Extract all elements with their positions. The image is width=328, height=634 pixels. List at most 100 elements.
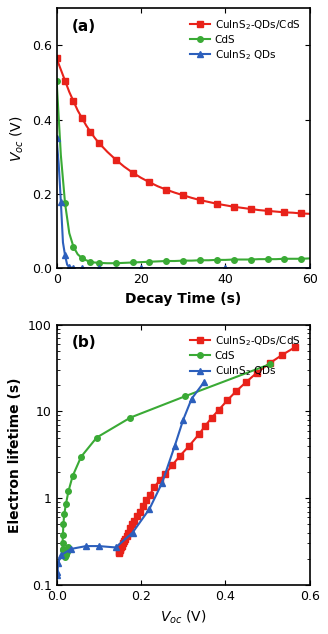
CdS <box>62 550 66 557</box>
CdS <box>84 257 88 264</box>
CuInS$_2$-QDs/CdS <box>148 178 152 186</box>
CuInS$_2$-QDs/CdS <box>210 414 214 422</box>
CuInS$_2$-QDs/CdS <box>308 210 312 217</box>
CuInS$_2$-QDs/CdS <box>128 524 132 532</box>
CuInS$_2$-QDs/CdS <box>187 442 191 450</box>
CuInS$_2$-QDs/CdS <box>280 351 284 359</box>
CuInS$_2$ QDs <box>266 264 270 272</box>
Line: CdS: CdS <box>54 78 313 266</box>
CdS <box>268 361 272 368</box>
CuInS$_2$-QDs/CdS <box>144 496 148 504</box>
CdS <box>223 256 227 264</box>
CuInS$_2$-QDs/CdS <box>198 197 202 204</box>
CdS <box>131 259 134 266</box>
CdS <box>80 254 84 262</box>
CdS <box>71 472 75 480</box>
CuInS$_2$-QDs/CdS <box>80 114 84 122</box>
Line: CuInS$_2$-QDs/CdS: CuInS$_2$-QDs/CdS <box>54 56 313 217</box>
CuInS$_2$-QDs/CdS <box>120 542 124 550</box>
CuInS$_2$ QDs <box>97 264 101 272</box>
CdS <box>249 256 253 263</box>
CuInS$_2$-QDs/CdS <box>223 202 227 209</box>
CdS <box>61 531 65 538</box>
CuInS$_2$-QDs/CdS <box>163 470 167 478</box>
CdS <box>266 256 270 263</box>
CuInS$_2$-QDs/CdS <box>55 55 59 62</box>
CuInS$_2$ QDs <box>148 505 152 513</box>
CuInS$_2$-QDs/CdS <box>291 209 295 216</box>
CuInS$_2$-QDs/CdS <box>92 134 96 141</box>
CuInS$_2$ QDs <box>55 571 59 579</box>
CuInS$_2$-QDs/CdS <box>157 477 161 484</box>
CuInS$_2$ QDs <box>160 479 164 487</box>
CuInS$_2$-QDs/CdS <box>299 210 303 217</box>
CuInS$_2$ QDs <box>181 264 185 272</box>
CuInS$_2$-QDs/CdS <box>117 548 121 555</box>
CuInS$_2$-QDs/CdS <box>153 483 156 491</box>
Line: CuInS$_2$-QDs/CdS: CuInS$_2$-QDs/CdS <box>116 344 298 556</box>
Legend: CuInS$_2$-QDs/CdS, CdS, CuInS$_2$ QDs: CuInS$_2$-QDs/CdS, CdS, CuInS$_2$ QDs <box>186 13 304 66</box>
CuInS$_2$ QDs <box>70 545 73 553</box>
CuInS$_2$-QDs/CdS <box>139 174 143 181</box>
CuInS$_2$ QDs <box>76 264 80 272</box>
CdS <box>65 548 69 555</box>
CuInS$_2$-QDs/CdS <box>266 207 270 215</box>
CdS <box>129 414 133 422</box>
CdS <box>63 552 67 559</box>
CuInS$_2$-QDs/CdS <box>244 378 248 385</box>
CuInS$_2$-QDs/CdS <box>118 545 122 553</box>
CuInS$_2$-QDs/CdS <box>249 205 253 213</box>
CdS <box>62 548 66 555</box>
CuInS$_2$ QDs <box>131 529 134 536</box>
CuInS$_2$ QDs <box>139 264 143 272</box>
CuInS$_2$-QDs/CdS <box>255 369 259 377</box>
CuInS$_2$ QDs <box>89 264 92 272</box>
CuInS$_2$-QDs/CdS <box>105 148 109 155</box>
Text: (a): (a) <box>72 19 96 34</box>
CuInS$_2$-QDs/CdS <box>132 517 136 524</box>
CuInS$_2$ QDs <box>61 238 65 246</box>
CdS <box>62 510 66 518</box>
CuInS$_2$-QDs/CdS <box>170 462 174 469</box>
CuInS$_2$ QDs <box>55 568 59 576</box>
Y-axis label: $V_{oc}$ (V): $V_{oc}$ (V) <box>9 115 26 162</box>
Line: CdS: CdS <box>60 361 273 560</box>
CuInS$_2$-QDs/CdS <box>63 77 67 84</box>
CuInS$_2$-QDs/CdS <box>181 191 185 199</box>
CuInS$_2$-QDs/CdS <box>122 163 126 171</box>
CuInS$_2$ QDs <box>114 543 118 551</box>
CdS <box>92 259 96 266</box>
CdS <box>64 500 68 508</box>
CdS <box>207 257 211 264</box>
CuInS$_2$ QDs <box>59 198 63 205</box>
CuInS$_2$-QDs/CdS <box>131 169 134 176</box>
CuInS$_2$ QDs <box>72 264 75 272</box>
CdS <box>299 255 303 262</box>
CuInS$_2$-QDs/CdS <box>207 198 211 205</box>
CuInS$_2$-QDs/CdS <box>240 204 244 212</box>
CuInS$_2$-QDs/CdS <box>121 540 125 547</box>
CdS <box>164 257 168 265</box>
CdS <box>89 258 92 266</box>
CdS <box>61 547 65 554</box>
Y-axis label: Electron lifetime (s): Electron lifetime (s) <box>8 377 22 533</box>
CdS <box>156 257 160 265</box>
CuInS$_2$-QDs/CdS <box>190 194 194 202</box>
CuInS$_2$-QDs/CdS <box>84 122 88 129</box>
CuInS$_2$-QDs/CdS <box>122 537 126 545</box>
CuInS$_2$-QDs/CdS <box>67 88 71 96</box>
CuInS$_2$-QDs/CdS <box>215 200 219 207</box>
CuInS$_2$ QDs <box>118 264 122 272</box>
CdS <box>198 257 202 264</box>
CdS <box>64 552 68 559</box>
CdS <box>274 256 278 263</box>
Line: CuInS$_2$ QDs: CuInS$_2$ QDs <box>54 379 207 578</box>
CuInS$_2$ QDs <box>56 559 60 567</box>
CdS <box>95 434 99 441</box>
CuInS$_2$-QDs/CdS <box>118 547 122 554</box>
CuInS$_2$-QDs/CdS <box>178 452 182 460</box>
CdS <box>190 257 194 264</box>
CuInS$_2$ QDs <box>173 442 177 450</box>
X-axis label: $V_{oc}$ (V): $V_{oc}$ (V) <box>160 608 207 626</box>
CuInS$_2$-QDs/CdS <box>232 203 236 210</box>
